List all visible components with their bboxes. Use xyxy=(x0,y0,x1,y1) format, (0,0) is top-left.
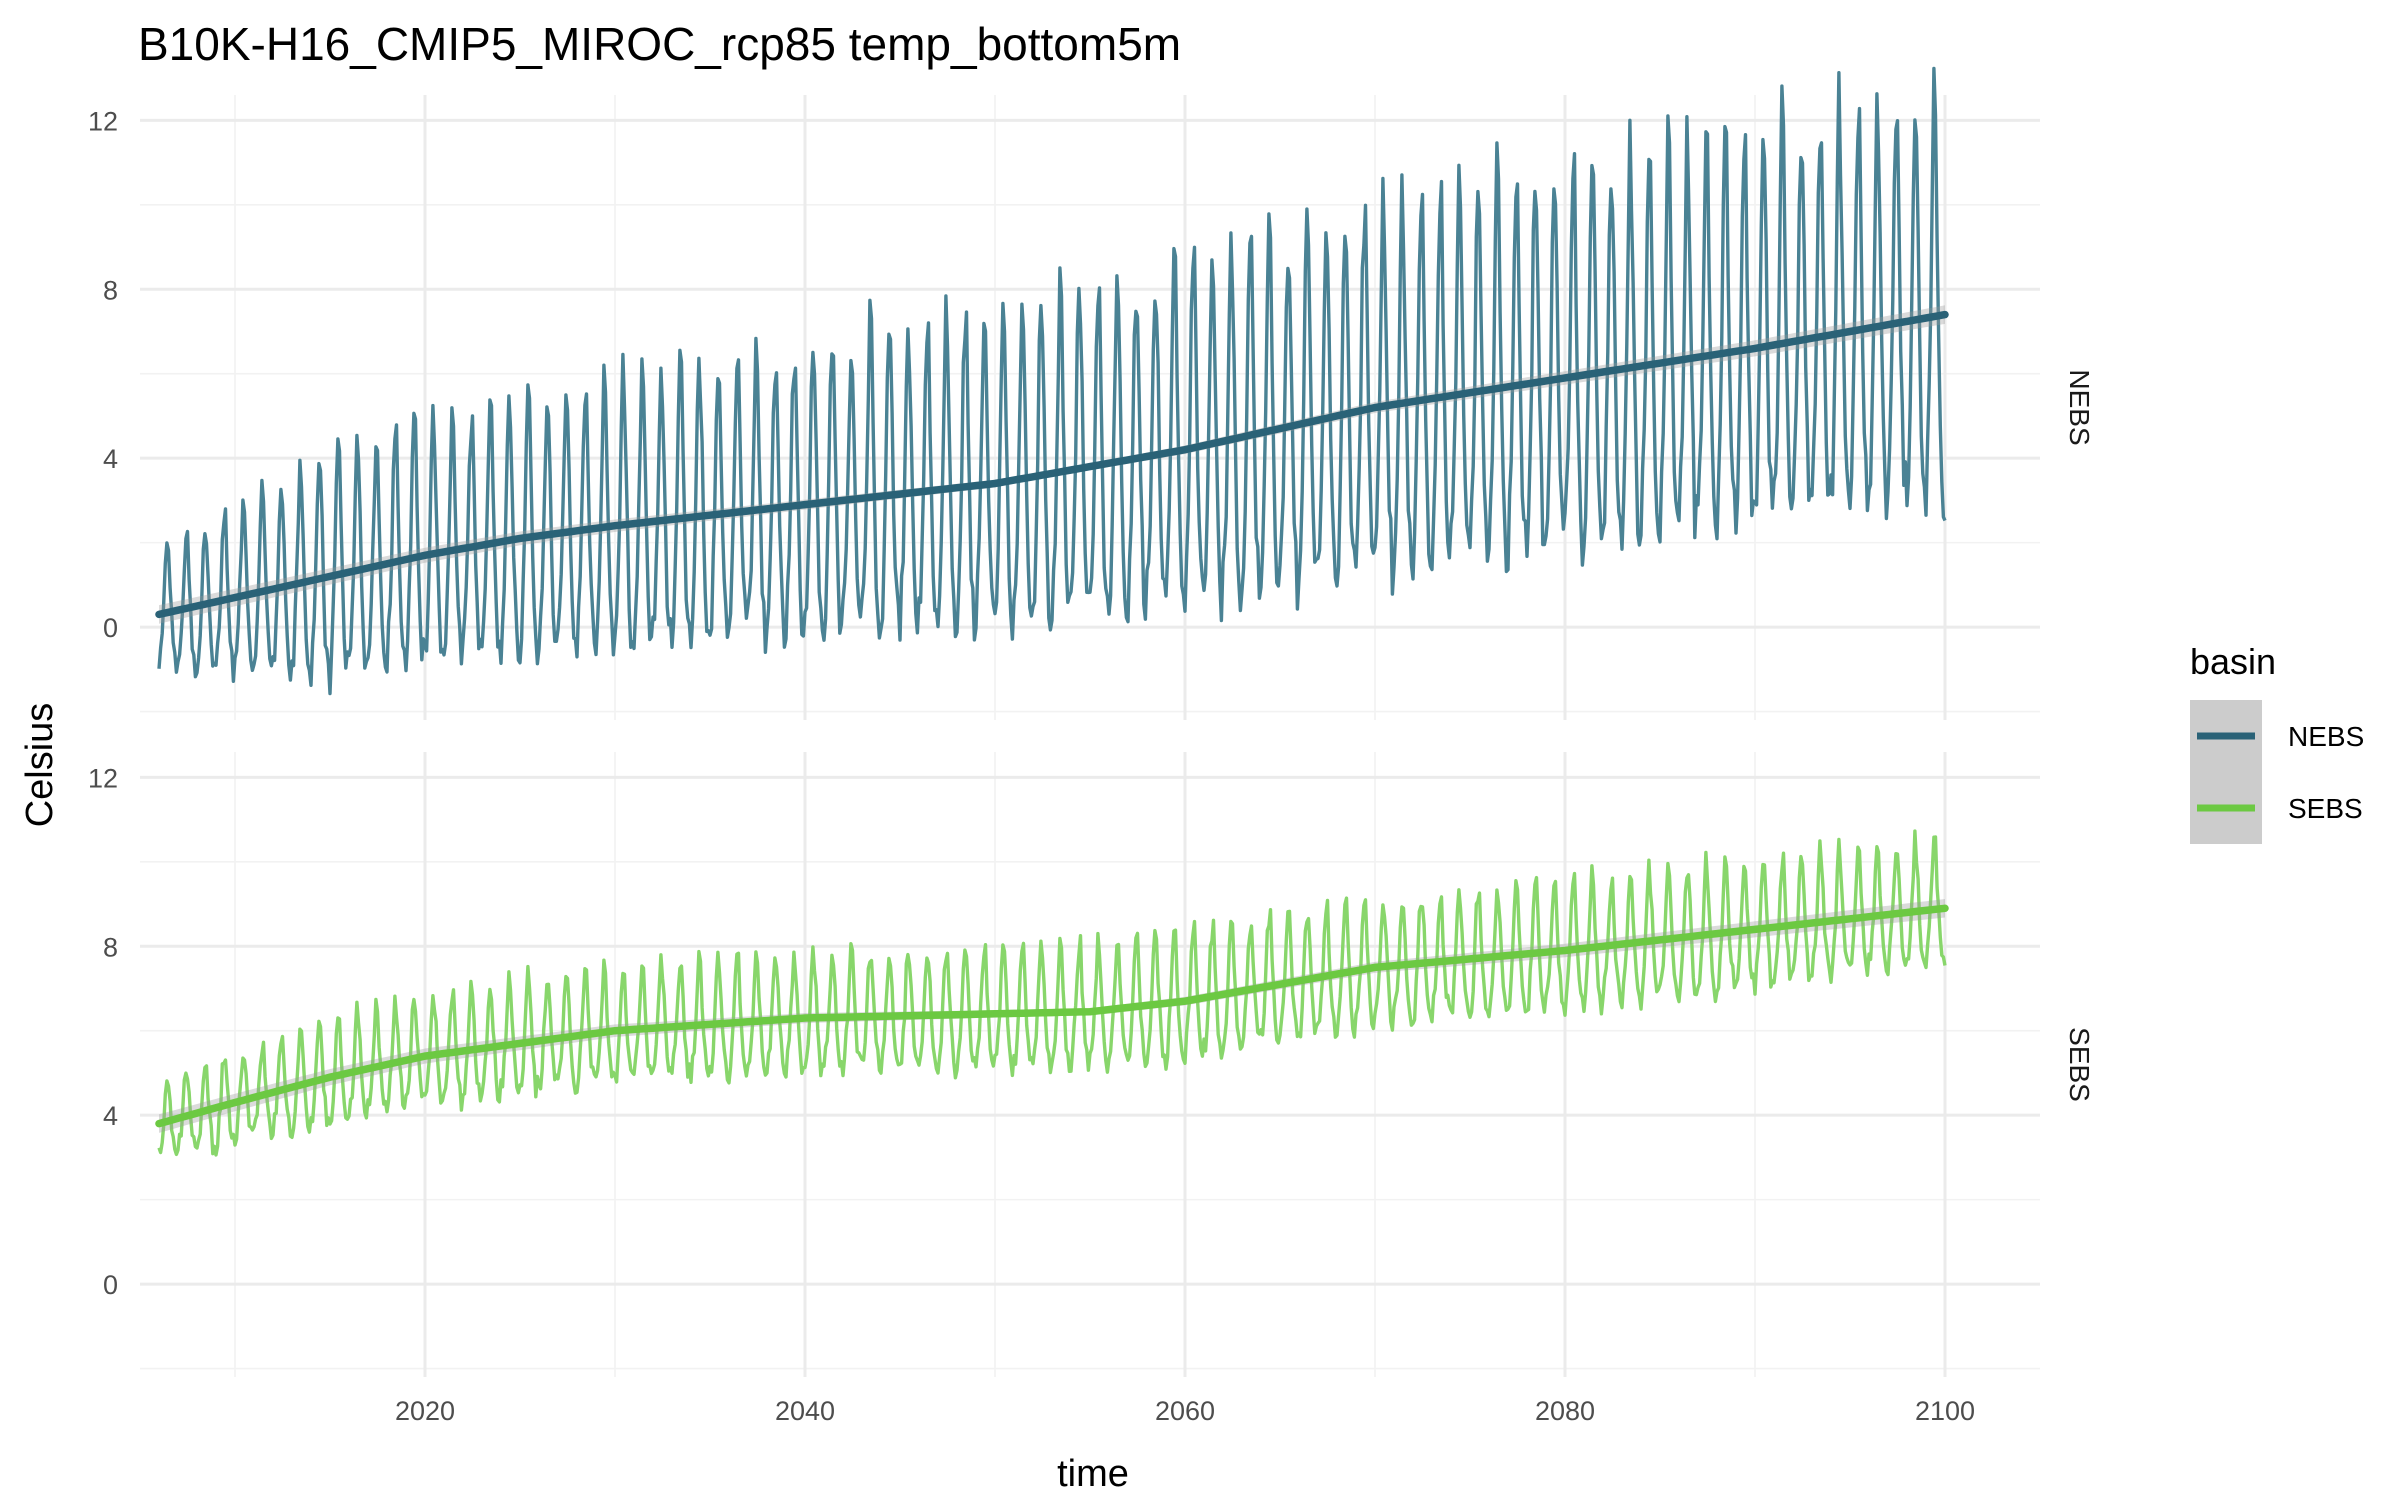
facet-label-sebs: SEBS xyxy=(2064,1027,2095,1102)
series-raw-sebs xyxy=(157,829,1947,1157)
y-tick-label: 0 xyxy=(103,613,118,643)
y-tick-label: 12 xyxy=(88,763,118,793)
x-tick-label: 2020 xyxy=(395,1396,455,1426)
series-raw-nebs xyxy=(157,66,1947,696)
y-tick-label: 4 xyxy=(103,1101,118,1131)
x-axis-title: time xyxy=(1057,1453,1129,1495)
chart-title: B10K-H16_CMIP5_MIROC_rcp85 temp_bottom5m xyxy=(138,18,1181,70)
y-tick-label: 4 xyxy=(103,444,118,474)
legend: basin NEBS SEBS xyxy=(2190,641,2364,844)
y-tick-label: 0 xyxy=(103,1270,118,1300)
x-axis: 2020 2040 2060 2080 2100 xyxy=(395,1396,1975,1426)
x-tick-label: 2100 xyxy=(1915,1396,1975,1426)
y-axis-title: Celsius xyxy=(19,703,61,828)
series-smooth-nebs xyxy=(155,310,1949,619)
facet-panels: 0 4 8 12 NEBS 0 4 8 12 SEBS xyxy=(88,66,2095,1377)
x-tick-label: 2080 xyxy=(1535,1396,1595,1426)
series-smooth-sebs xyxy=(155,904,1949,1128)
x-tick-label: 2060 xyxy=(1155,1396,1215,1426)
legend-label: NEBS xyxy=(2288,721,2364,752)
x-tick-label: 2040 xyxy=(775,1396,835,1426)
y-tick-label: 8 xyxy=(103,932,118,962)
legend-item-sebs: SEBS xyxy=(2190,772,2363,844)
panel-sebs: 0 4 8 12 SEBS xyxy=(88,752,2095,1377)
facet-label-nebs: NEBS xyxy=(2064,369,2095,445)
panel-nebs: 0 4 8 12 NEBS xyxy=(88,66,2095,720)
legend-keys: NEBS SEBS xyxy=(2190,700,2364,844)
legend-title: basin xyxy=(2190,641,2276,682)
legend-label: SEBS xyxy=(2288,793,2363,824)
legend-item-nebs: NEBS xyxy=(2190,700,2364,772)
y-tick-label: 12 xyxy=(88,106,118,136)
y-tick-label: 8 xyxy=(103,275,118,305)
